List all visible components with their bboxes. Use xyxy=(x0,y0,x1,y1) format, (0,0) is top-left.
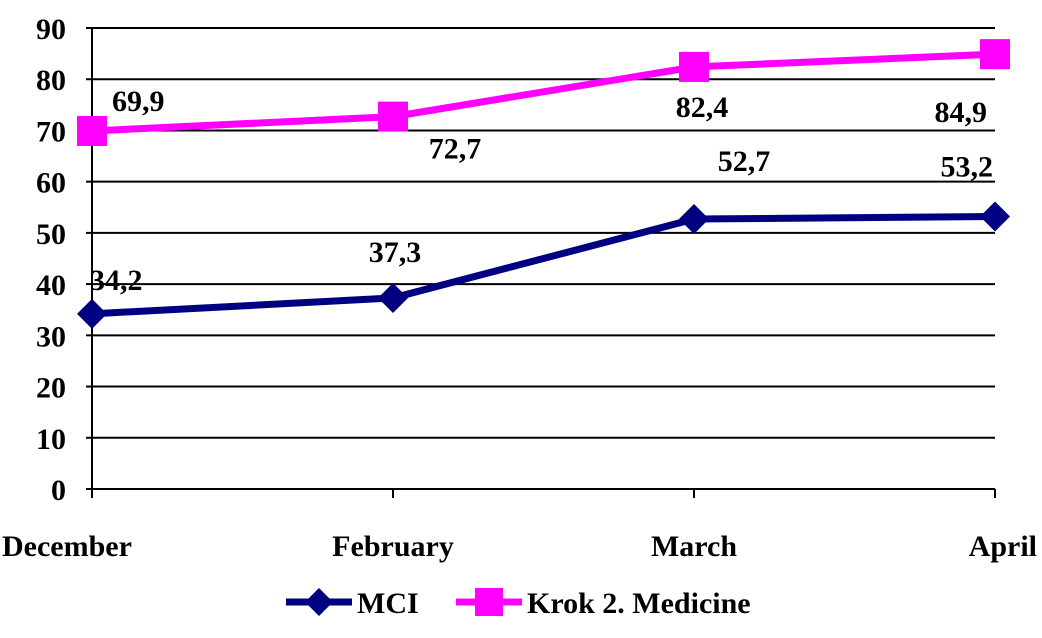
x-category-label: March xyxy=(651,530,737,563)
data-label: 84,9 xyxy=(935,96,988,129)
y-tick-label: 50 xyxy=(36,218,66,251)
x-category-label: February xyxy=(332,530,454,563)
y-tick-label: 60 xyxy=(36,167,66,200)
series-line xyxy=(91,212,996,318)
data-label: 34,2 xyxy=(90,264,143,297)
y-tick-label: 10 xyxy=(36,423,66,456)
data-label: 72,7 xyxy=(429,133,482,166)
y-tick-label: 0 xyxy=(51,474,66,507)
axes xyxy=(86,27,996,498)
x-axis-category-labels: December February March April xyxy=(2,530,1037,563)
series-lines xyxy=(77,39,1010,329)
data-point-marker xyxy=(679,51,709,82)
data-label: 37,3 xyxy=(369,236,422,269)
y-tick-label: 40 xyxy=(36,269,66,302)
legend-label: Krok 2. Medicine xyxy=(527,587,751,620)
y-tick-label: 20 xyxy=(36,372,66,405)
data-label: 52,7 xyxy=(718,145,771,178)
data-point-marker xyxy=(980,201,1010,232)
x-category-label: April xyxy=(969,530,1037,563)
data-point-marker xyxy=(679,204,709,235)
data-point-marker xyxy=(378,282,408,313)
legend-marker xyxy=(475,588,503,616)
data-label: 82,4 xyxy=(676,91,729,124)
y-tick-label: 80 xyxy=(36,64,66,97)
data-point-marker xyxy=(980,39,1010,70)
gridlines xyxy=(92,27,995,439)
y-tick-label: 90 xyxy=(36,13,66,46)
y-tick-label: 30 xyxy=(36,320,66,353)
legend-marker xyxy=(305,588,333,616)
x-category-label: December xyxy=(2,530,132,563)
data-point-marker xyxy=(77,298,107,329)
data-label: 53,2 xyxy=(941,150,994,183)
legend: MCI Krok 2. Medicine xyxy=(286,587,751,620)
y-tick-label: 70 xyxy=(36,115,66,148)
data-labels: 34,2 37,3 52,7 53,2 69,9 72,7 82,4 84,9 xyxy=(90,85,993,297)
series-line xyxy=(91,50,996,135)
y-axis-tick-labels: 0 10 20 30 40 50 60 70 80 90 xyxy=(36,13,66,507)
data-point-marker xyxy=(378,101,408,132)
legend-label: MCI xyxy=(357,587,419,620)
data-label: 69,9 xyxy=(112,85,165,118)
data-point-marker xyxy=(77,115,107,146)
